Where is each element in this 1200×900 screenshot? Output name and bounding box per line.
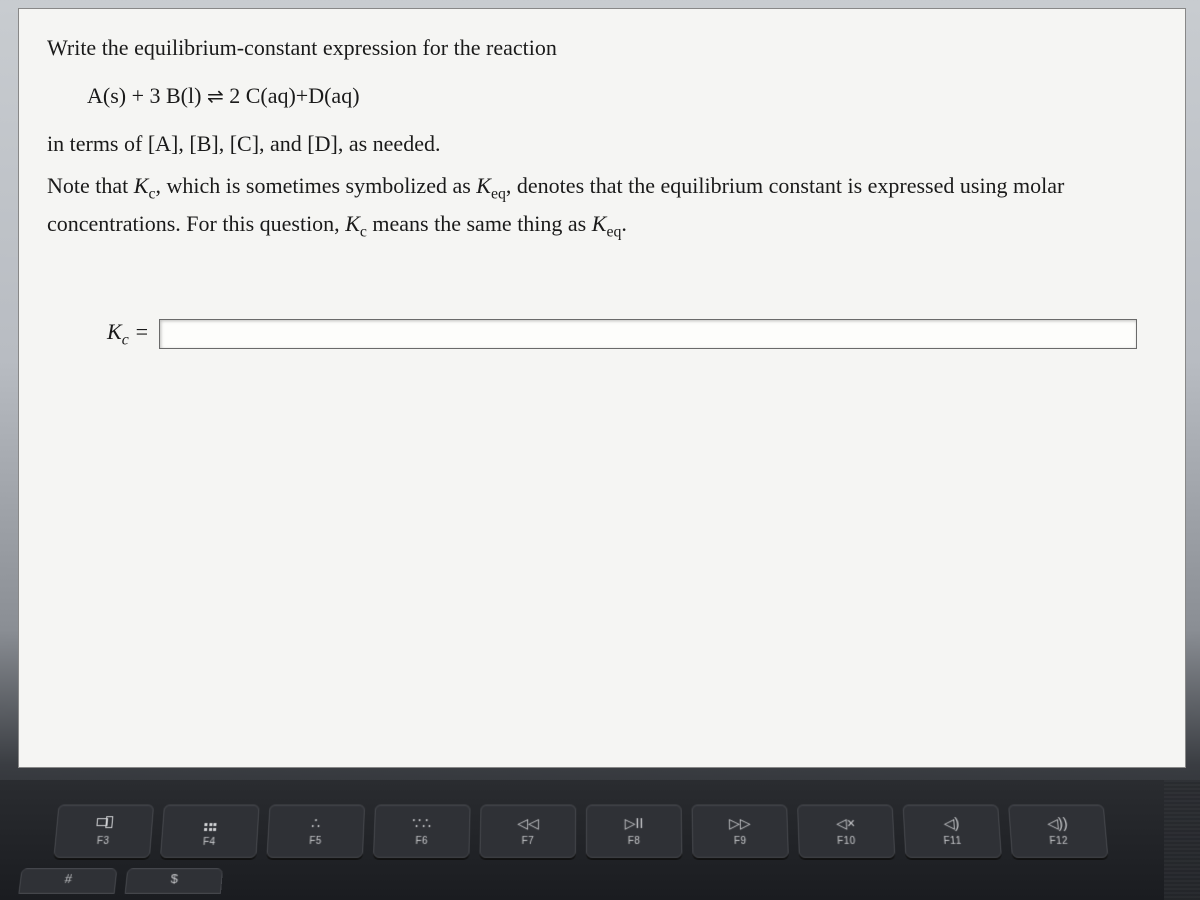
sep: , and [259,131,307,156]
key-f12: ◁)) F12 [1008,804,1108,857]
key-label: F5 [309,835,322,846]
kc-subscript: c [360,224,367,241]
mission-control-icon [96,816,113,830]
key-f5: ∴ F5 [266,804,365,857]
laptop-keyboard: F3 F4 ∴ F5 ∵∴ F6 ◁◁ F7 ▷II F8 ▷▷ F9 ◁× F10 ◁) F11 ◁)) F12… [0,780,1200,900]
playpause-icon: ▷II [625,816,644,830]
equilibrium-arrow-icon: ⇌ [207,86,224,108]
key-label: F10 [837,835,856,846]
key-f9: ▷▷ F9 [692,804,789,857]
keq-subscript: eq [491,186,506,203]
vol-up-icon: ◁)) [1047,816,1068,830]
bracket-a: [A] [148,131,179,156]
key-label: F9 [734,835,747,846]
bracket-b: [B] [189,131,218,156]
prompt-line-1: Write the equilibrium-constant expressio… [47,31,1157,65]
key-f3: F3 [53,804,154,857]
vol-down-icon: ◁) [943,816,959,830]
text: in terms of [47,131,148,156]
equation-rhs: 2 C(aq)+D(aq) [229,83,359,108]
mute-icon: ◁× [836,816,856,830]
keq-symbol: K [476,173,491,198]
key-f10: ◁× F10 [797,804,895,857]
kbd-bright-icon: ∵∴ [412,816,432,830]
text: , as needed. [338,131,441,156]
equation-lhs: A(s) + 3 B(l) [87,83,201,108]
kc-symbol: K [345,211,360,236]
keq-symbol: K [592,211,607,236]
function-key-row: F3 F4 ∴ F5 ∵∴ F6 ◁◁ F7 ▷II F8 ▷▷ F9 ◁× F10 ◁) F11 ◁)) F12 [0,804,1200,857]
key-f6: ∵∴ F6 [373,804,471,857]
answer-label-sub: c [122,332,129,349]
answer-label-eq: = [129,319,149,344]
question-panel: Write the equilibrium-constant expressio… [18,8,1186,768]
text: means the same thing as [367,211,592,236]
sep: , [178,131,189,156]
text: , which is sometimes symbolized as [155,173,476,198]
key-f8: ▷II F8 [586,804,682,857]
bracket-c: [C] [230,131,259,156]
kbd-dim-icon: ∴ [311,816,322,830]
key-label: F8 [628,835,641,846]
launchpad-icon [204,814,217,830]
number-key-row: #$ [0,868,1200,894]
note-paragraph: Note that Kc , which is sometimes symboli… [47,169,1157,245]
bracket-d: [D] [307,131,338,156]
key-label: F11 [943,835,962,846]
key-label: F3 [96,835,110,846]
prompt-line-2: in terms of [A], [B], [C], and [D], as n… [47,127,1157,161]
keyboard-edge-texture [1164,780,1200,900]
key-f7: ◁◁ F7 [479,804,576,857]
key-label: F4 [202,837,215,848]
answer-row: Kc = [107,315,1157,353]
kc-answer-input[interactable] [159,319,1137,349]
kc-symbol: K [134,173,149,198]
text: . [621,211,627,236]
text: Note that [47,173,134,198]
key-f4: F4 [160,804,260,857]
rewind-icon: ◁◁ [517,816,539,830]
numrow-key: $ [125,868,223,894]
forward-icon: ▷▷ [729,816,751,830]
numrow-key: # [18,868,117,894]
sep: , [219,131,230,156]
reaction-equation: A(s) + 3 B(l) ⇌ 2 C(aq)+D(aq) [87,79,1157,113]
key-label: F12 [1049,835,1069,846]
key-label: F6 [415,835,428,846]
key-f11: ◁) F11 [903,804,1002,857]
answer-label-k: K [107,319,122,344]
key-label: F7 [521,835,534,846]
keq-subscript: eq [606,224,621,241]
answer-label: Kc = [107,315,149,353]
